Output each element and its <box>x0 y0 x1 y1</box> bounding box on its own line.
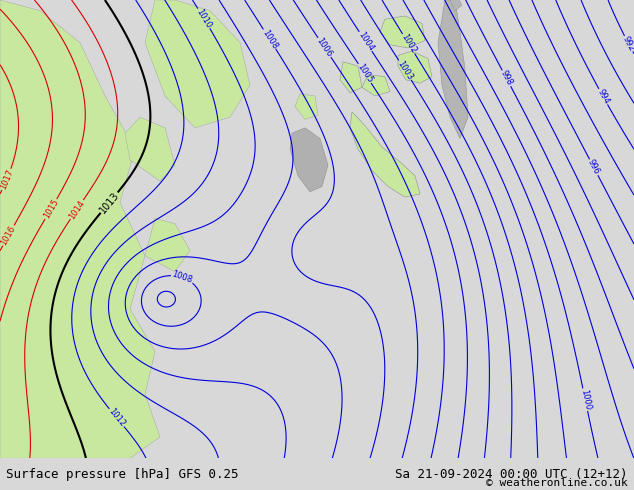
Text: 1016: 1016 <box>0 224 18 247</box>
Text: 1006: 1006 <box>315 36 334 59</box>
Text: 992: 992 <box>621 35 634 53</box>
Polygon shape <box>398 51 432 83</box>
Text: 1005: 1005 <box>355 62 374 85</box>
Polygon shape <box>145 0 250 128</box>
Text: 1017: 1017 <box>0 168 15 191</box>
Text: 1010: 1010 <box>195 7 213 30</box>
Text: 1013: 1013 <box>98 190 121 215</box>
Text: 1015: 1015 <box>42 197 60 220</box>
Text: 996: 996 <box>586 158 602 176</box>
Text: 1014: 1014 <box>67 198 86 220</box>
Polygon shape <box>380 16 425 48</box>
Text: 1008: 1008 <box>171 270 194 285</box>
Polygon shape <box>290 128 328 192</box>
Polygon shape <box>438 0 468 139</box>
Text: 998: 998 <box>499 69 514 87</box>
Text: © weatheronline.co.uk: © weatheronline.co.uk <box>486 478 628 489</box>
Text: 1012: 1012 <box>107 407 127 429</box>
Text: 994: 994 <box>595 88 611 106</box>
Polygon shape <box>125 117 175 181</box>
Text: 1004: 1004 <box>356 30 375 53</box>
Text: 1002: 1002 <box>399 32 418 55</box>
Text: 1000: 1000 <box>579 389 592 411</box>
Polygon shape <box>145 219 190 271</box>
Text: 1003: 1003 <box>396 59 415 81</box>
Text: Sa 21-09-2024 00:00 UTC (12+12): Sa 21-09-2024 00:00 UTC (12+12) <box>395 467 628 481</box>
Polygon shape <box>350 112 420 197</box>
Polygon shape <box>362 74 390 96</box>
Polygon shape <box>295 94 318 120</box>
Polygon shape <box>450 0 462 11</box>
Polygon shape <box>0 0 160 458</box>
Text: 1008: 1008 <box>260 28 279 50</box>
Polygon shape <box>340 62 362 93</box>
Text: Surface pressure [hPa] GFS 0.25: Surface pressure [hPa] GFS 0.25 <box>6 467 239 481</box>
